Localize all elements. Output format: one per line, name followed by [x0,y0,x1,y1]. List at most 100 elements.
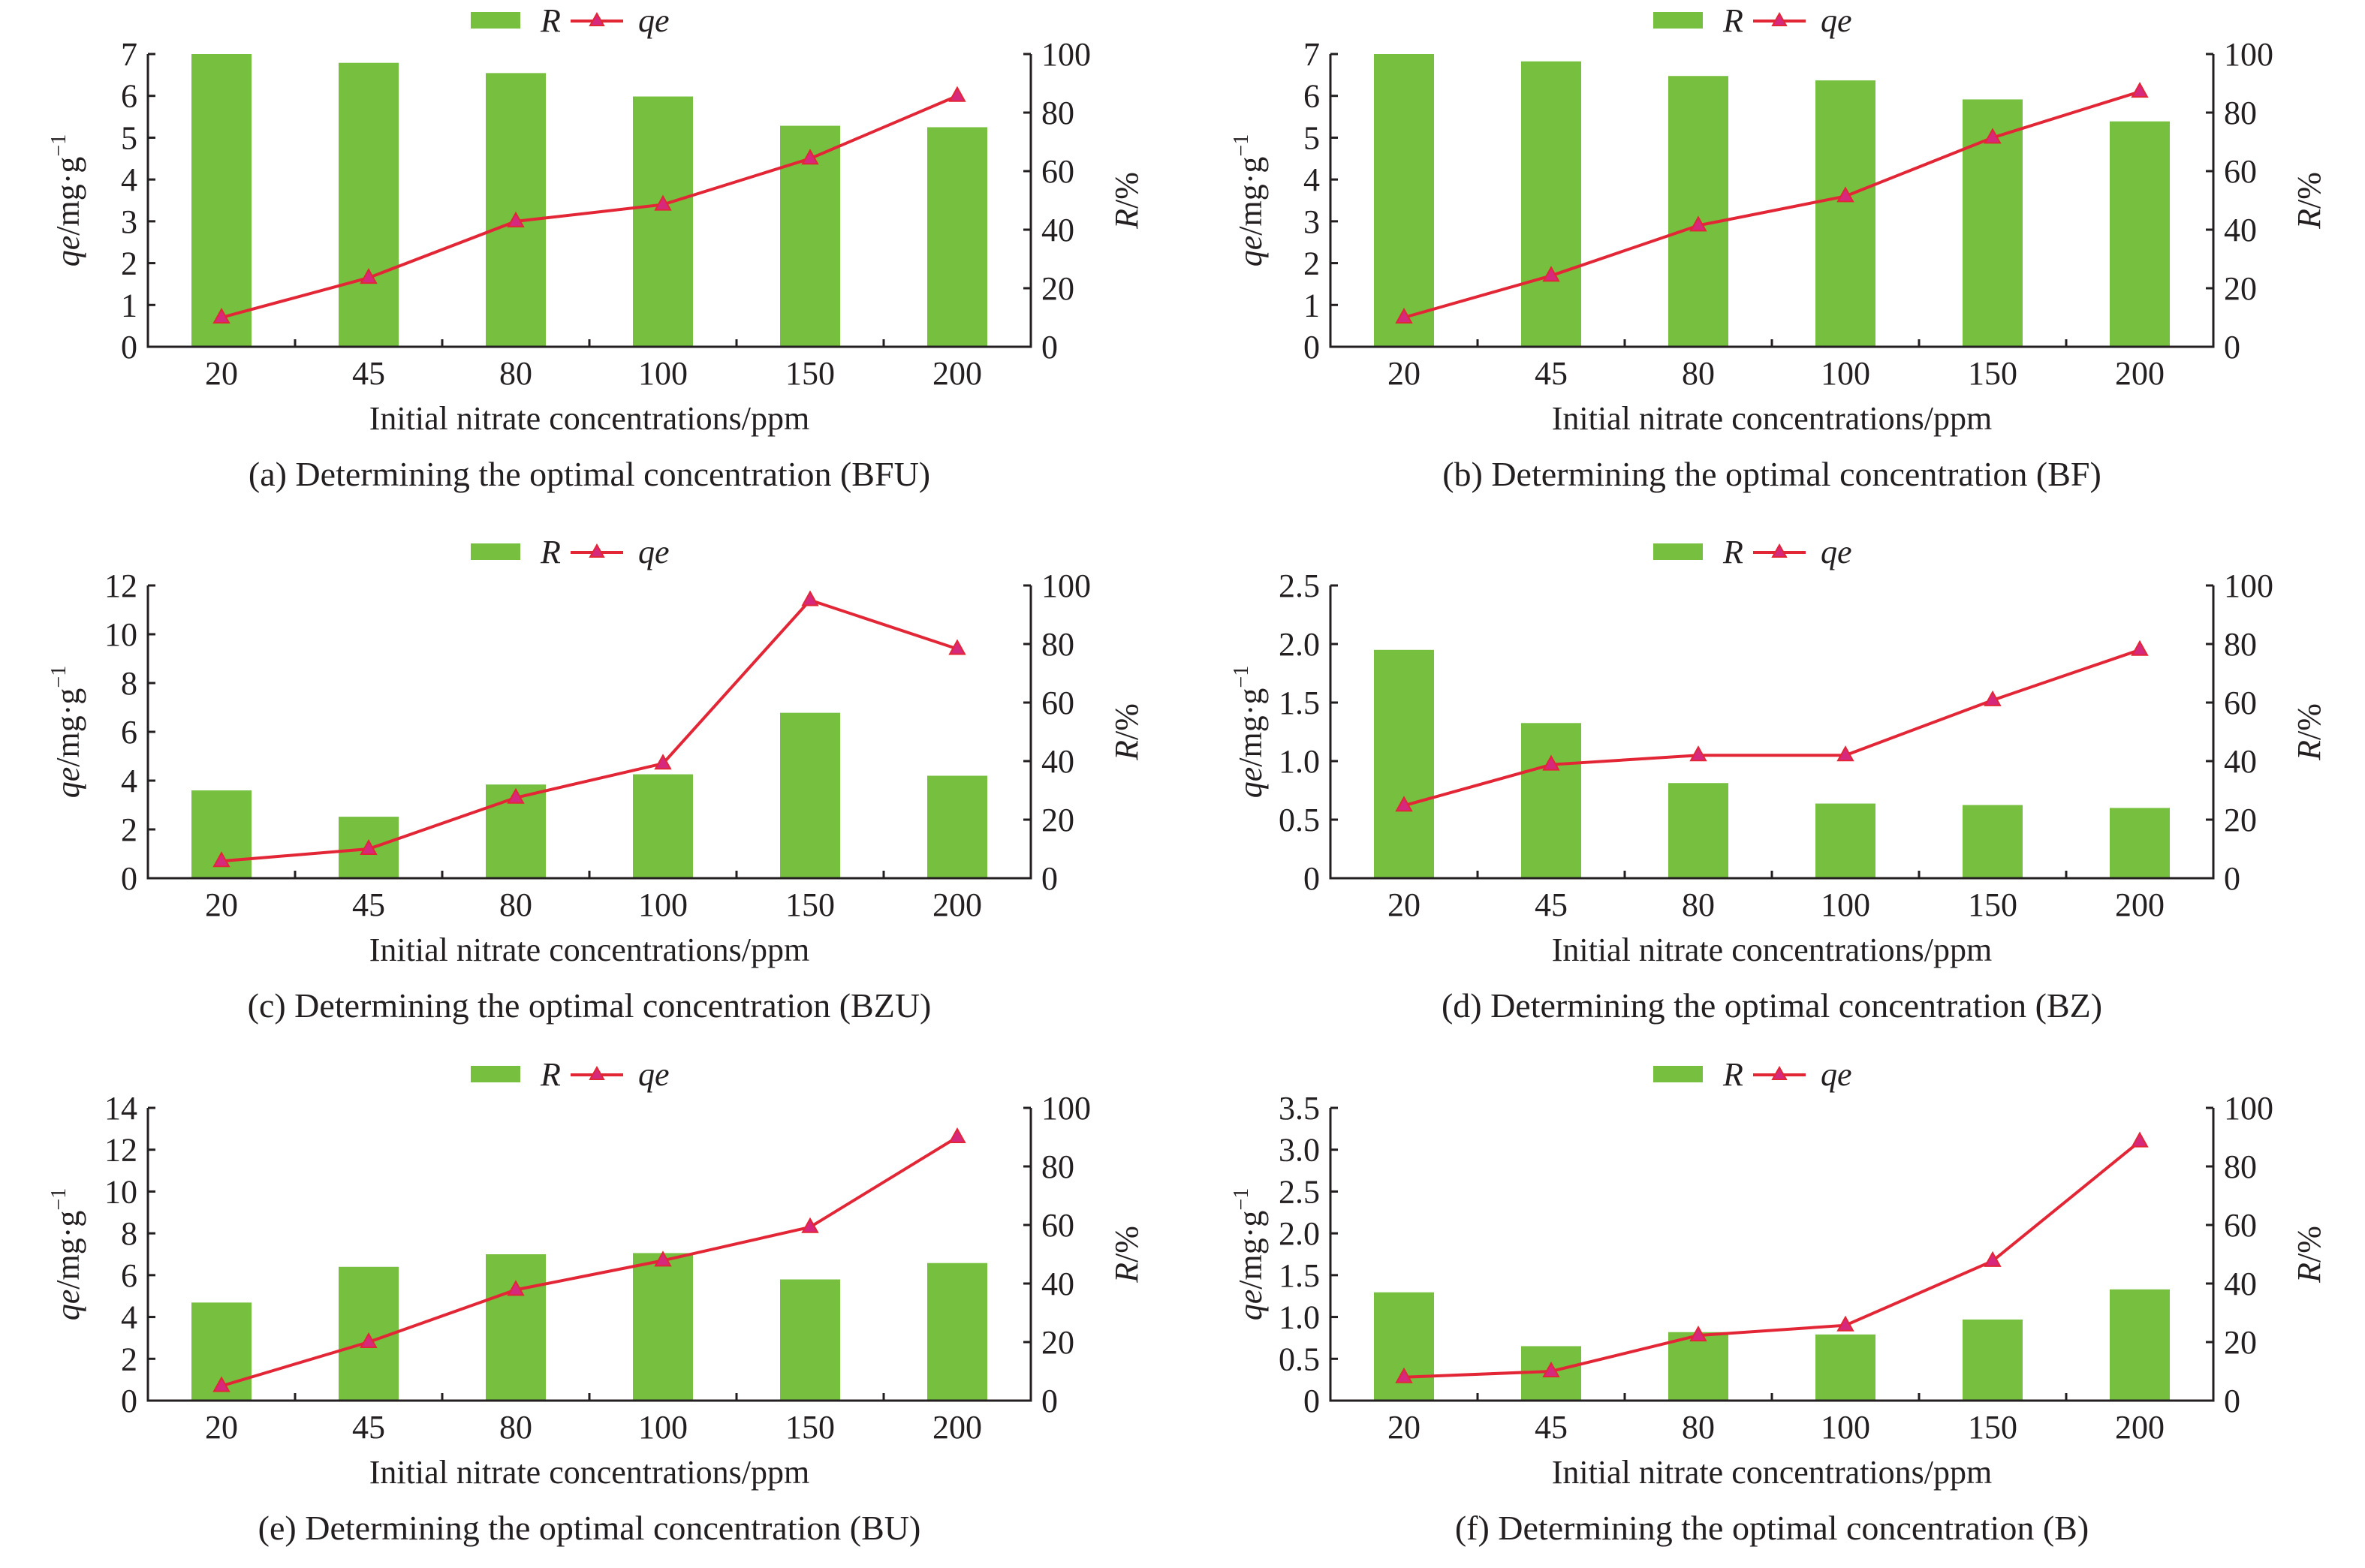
bar-r-150 [780,1279,840,1401]
left-tick-label: 4 [121,1299,137,1336]
legend-marker [589,11,605,26]
right-tick-label: 60 [1041,153,1074,190]
left-tick-label: 8 [121,1215,137,1252]
point-qe-80 [507,211,525,227]
bar-r-80 [1668,1332,1728,1401]
legend-bar-swatch [1653,543,1703,560]
left-tick-label: 5 [1303,119,1320,156]
x-tick-label: 100 [1821,886,1870,923]
legend-label-r: R [540,534,561,570]
bar-r-80 [1668,783,1728,878]
bar-r-100 [1815,80,1875,347]
legend-label-r: R [1722,1056,1743,1093]
right-tick-label: 0 [2224,860,2240,897]
right-tick-label: 100 [1041,36,1091,73]
left-tick-label: 0 [121,329,137,366]
x-tick-label: 20 [1387,886,1421,923]
point-qe-80 [1689,1326,1707,1342]
point-qe-100 [654,1250,672,1267]
point-qe-150 [1984,128,2002,144]
x-tick-label: 150 [785,886,835,923]
left-tick-label: 7 [1303,36,1320,73]
line-qe [1403,1140,2141,1379]
bar-r-80 [486,1254,546,1401]
legend-label-qe: qe [638,534,670,570]
panel-caption: (a) Determining the optimal concentratio… [249,455,930,493]
bar-r-200 [2110,808,2170,878]
bar-r-100 [633,96,693,348]
left-tick-label: 0.5 [1279,802,1320,838]
point-qe-100 [654,754,672,770]
right-tick-label: 80 [2224,626,2257,663]
line-qe [1403,90,2141,319]
x-tick-label: 20 [205,1409,238,1446]
bar-r-100 [1815,1334,1875,1401]
x-axis-label: Initial nitrate concentrations/ppm [1552,400,1992,437]
right-tick-label: 80 [2224,95,2257,131]
x-tick-label: 80 [499,355,532,392]
left-tick-label: 14 [104,1090,137,1127]
left-tick-label: 6 [1303,78,1320,115]
point-qe-45 [1542,754,1560,771]
left-tick-label: 12 [104,1132,137,1169]
right-tick-label: 40 [2224,1266,2257,1302]
x-tick-label: 80 [499,1409,532,1446]
line-qe [221,94,958,319]
legend-bar-swatch [471,12,520,29]
legend-label-qe: qe [1821,2,1852,39]
point-qe-45 [1542,266,1560,282]
left-tick-label: 7 [121,36,137,73]
x-tick-label: 80 [499,886,532,923]
axes-frame [146,1108,1032,1402]
x-tick-label: 45 [1535,886,1568,923]
left-tick-label: 12 [104,567,137,604]
left-tick-label: 0 [121,860,137,897]
bar-r-20 [1374,54,1434,347]
line-qe [221,598,958,863]
point-qe-150 [801,1217,819,1233]
right-tick-label: 20 [1041,1324,1074,1361]
right-tick-label: 100 [2224,1090,2273,1127]
left-tick-label: 2 [1303,245,1320,282]
legend-label-r: R [540,2,561,39]
y-axis-right-label: R/% [1108,703,1145,761]
point-qe-80 [507,1280,525,1296]
x-tick-label: 100 [638,1409,688,1446]
point-qe-100 [1836,186,1854,203]
x-tick-label: 150 [785,1409,835,1446]
x-tick-label: 20 [205,355,238,392]
axes-frame [1329,585,2215,880]
y-axis-right-label: R/% [2291,703,2327,761]
right-tick-label: 40 [1041,1266,1074,1302]
right-tick-label: 100 [1041,1090,1091,1127]
bar-r-200 [927,1263,987,1401]
x-tick-label: 200 [2115,355,2165,392]
x-tick-label: 20 [205,886,238,923]
legend-bar-swatch [471,543,520,560]
right-tick-label: 20 [1041,270,1074,307]
x-tick-label: 80 [1682,886,1715,923]
x-tick-label: 200 [932,886,982,923]
point-qe-45 [360,268,378,284]
x-axis-label: Initial nitrate concentrations/ppm [369,931,809,968]
legend-marker [589,1065,605,1080]
right-tick-label: 80 [1041,95,1074,131]
bar-r-100 [1815,803,1875,878]
point-qe-150 [1984,1250,2002,1267]
bar-r-45 [1521,723,1581,878]
axes-frame [1329,54,2215,348]
left-tick-label: 0.5 [1279,1341,1320,1377]
point-qe-200 [948,86,966,102]
point-qe-150 [1984,690,2002,706]
left-tick-label: 10 [104,616,137,653]
right-tick-label: 20 [2224,802,2257,838]
x-tick-label: 150 [1968,886,2017,923]
right-tick-label: 0 [2224,329,2240,366]
x-tick-label: 20 [1387,1409,1421,1446]
point-qe-80 [1689,745,1707,762]
x-tick-label: 100 [1821,1409,1870,1446]
left-tick-label: 1.0 [1279,743,1320,780]
